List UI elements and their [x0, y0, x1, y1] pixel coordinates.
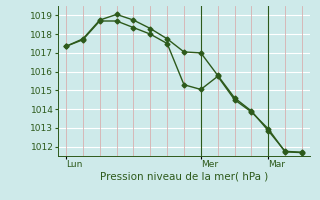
X-axis label: Pression niveau de la mer( hPa ): Pression niveau de la mer( hPa )	[100, 172, 268, 182]
